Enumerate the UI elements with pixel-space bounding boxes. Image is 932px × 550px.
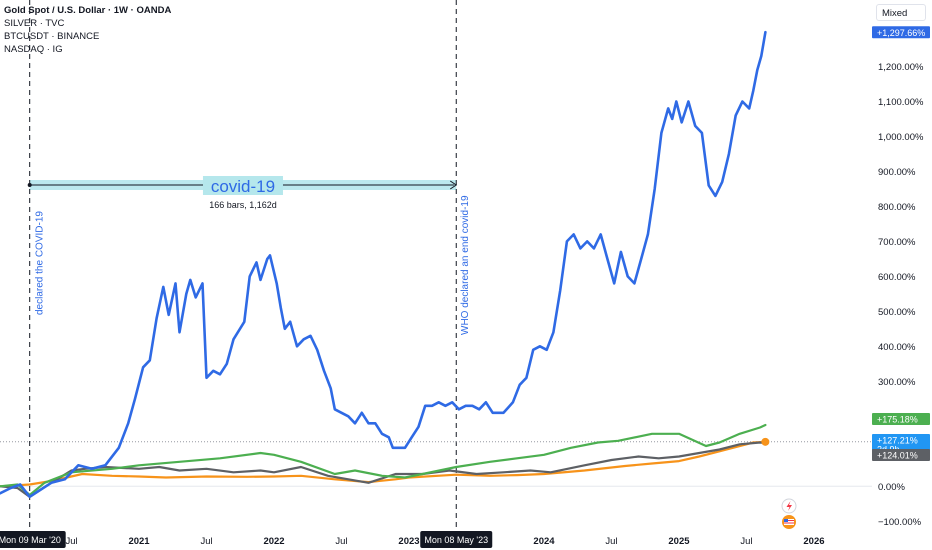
y-tick-label: 800.00% (878, 202, 916, 213)
y-tick-label: −100.00% (878, 517, 922, 528)
x-tick-label: 2025 (668, 536, 690, 547)
covid-declared-note: declared the COVID-19 (35, 211, 46, 315)
series-line-silver (0, 441, 767, 498)
legend-line[interactable]: SILVER · TVC (4, 18, 65, 29)
y-tick-label: 1,000.00% (878, 132, 924, 143)
y-tick-label: 700.00% (878, 237, 916, 248)
event-lines (29, 0, 457, 530)
y-tick-label: 300.00% (878, 377, 916, 388)
scale-mode-button[interactable]: Mixed (876, 4, 926, 21)
y-tick-label: 400.00% (878, 342, 916, 353)
y-tick-label: 1,200.00% (878, 62, 924, 73)
start-date-badge: Mon 09 Mar '20 (0, 535, 61, 545)
series-layer (0, 30, 770, 499)
symbol-legend: Gold Spot / U.S. Dollar · 1W · OANDA SIL… (4, 4, 171, 56)
x-tick-label: Jul (335, 536, 347, 547)
us-flag-icon[interactable] (782, 515, 796, 529)
badge-bg-btc (872, 26, 930, 39)
series-line-gold (0, 440, 767, 488)
series-end-dot-gold (761, 437, 770, 446)
y-tick-label: 0.00% (878, 482, 905, 493)
main-symbol-title[interactable]: Gold Spot / U.S. Dollar · 1W · OANDA (4, 5, 172, 16)
ribbon-sublabel: 166 bars, 1,162d (209, 200, 277, 210)
x-tick-label: 2022 (263, 536, 284, 547)
x-tick-label: 2021 (128, 536, 150, 547)
date-badge-bg (0, 531, 66, 548)
flash-icon[interactable] (781, 498, 797, 514)
legend-line[interactable]: BTCUSDT · BINANCE (4, 31, 100, 42)
last-value-badges: +1,297.66%+175.18%+127.21%2d 9h+124.01% (872, 26, 930, 461)
x-tick-label: Jul (65, 536, 77, 547)
badge-bg-nasdaq (872, 413, 930, 425)
series-line-nasdaq (0, 423, 767, 497)
legend-line[interactable]: NASDAQ · IG (4, 44, 63, 55)
badge-text-silver: +124.01% (877, 451, 918, 461)
x-tick-label: Jul (740, 536, 752, 547)
badge-bg-silver (872, 449, 930, 461)
ribbon-label-bg (202, 176, 283, 195)
time-axis: Jul 2021 Jul 2022 Jul 2023 2024 Jul 2025 Jul 2026 (65, 536, 824, 547)
x-tick-label: Jul (605, 536, 617, 547)
x-tick-label: 2023 (398, 536, 419, 547)
covid-end-note: WHO declared an end covid-19 (460, 195, 471, 335)
x-tick-label: Jul (200, 536, 212, 547)
badge-text-btc: +1,297.66% (877, 28, 925, 38)
ribbon-label: covid-19 (211, 177, 275, 196)
series-line-btc (0, 30, 767, 499)
badge-text-nasdaq: +175.18% (877, 415, 918, 425)
y-tick-label: 1,100.00% (878, 97, 924, 108)
end-date-badge: Mon 08 May '23 (424, 535, 488, 545)
badge-text-gold: +127.21% (877, 436, 918, 446)
event-date-badges: Mon 09 Mar '20 Mon 08 May '23 (0, 531, 493, 548)
x-tick-label: 2024 (533, 536, 555, 547)
y-tick-label: 900.00% (878, 167, 916, 178)
y-tick-label: 600.00% (878, 272, 916, 283)
date-badge-bg (420, 531, 493, 548)
x-tick-label: 2026 (803, 536, 824, 547)
covid-range-ribbon[interactable]: covid-19 166 bars, 1,162d (27, 176, 458, 210)
y-tick-label: 500.00% (878, 307, 916, 318)
